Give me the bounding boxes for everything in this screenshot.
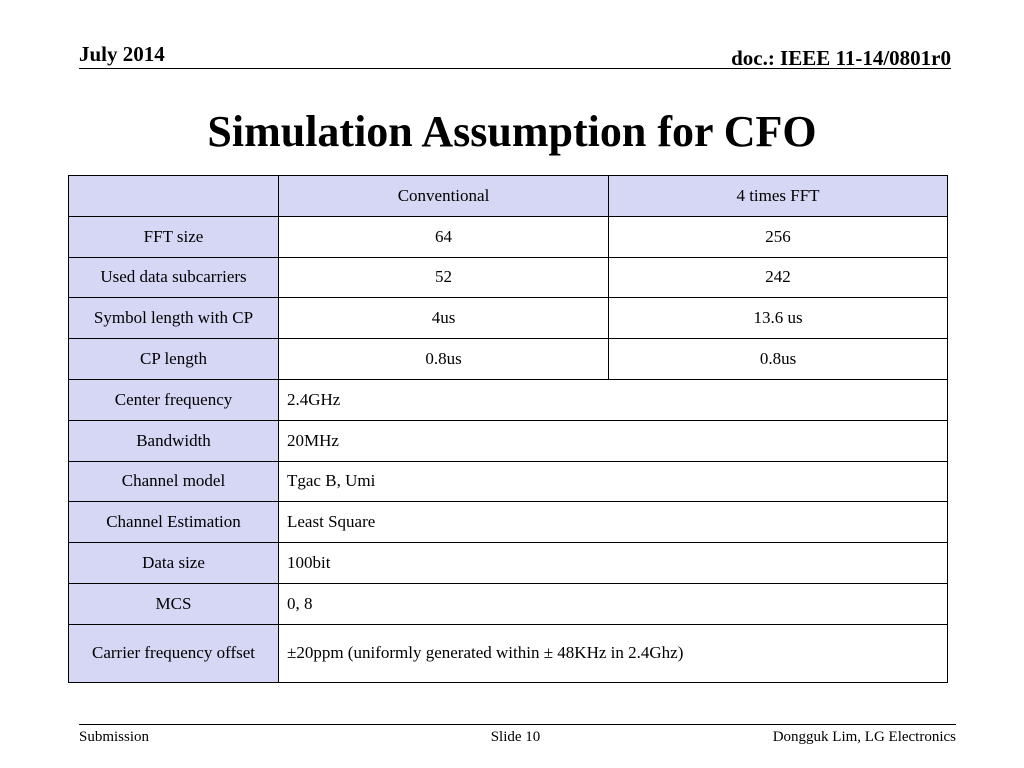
cell-common-value: 0, 8 bbox=[278, 582, 948, 625]
table-row: MCS 0, 8 bbox=[68, 582, 948, 625]
row-label: Bandwidth bbox=[68, 419, 279, 462]
table-header-row: Conventional 4 times FFT bbox=[68, 175, 948, 217]
table-row: FFT size 64 256 bbox=[68, 215, 948, 258]
table-row: Channel model Tgac B, Umi bbox=[68, 460, 948, 503]
cell-conventional: 52 bbox=[278, 256, 609, 299]
simulation-assumption-table: Conventional 4 times FFT FFT size 64 256… bbox=[68, 175, 948, 683]
footer-slide-number: Slide 10 bbox=[490, 729, 541, 745]
table-row: Channel Estimation Least Square bbox=[68, 501, 948, 544]
cell-4x-fft: 0.8us bbox=[608, 338, 948, 380]
cell-common-value: Least Square bbox=[278, 501, 948, 544]
table-row: Data size 100bit bbox=[68, 542, 948, 584]
cell-4x-fft: 256 bbox=[608, 215, 948, 258]
footer-divider bbox=[79, 724, 956, 725]
cell-common-value: 2.4GHz bbox=[278, 378, 948, 421]
row-label: Channel Estimation bbox=[68, 501, 279, 544]
column-header-4x-fft: 4 times FFT bbox=[608, 175, 948, 217]
header-divider bbox=[79, 68, 951, 69]
row-label: Channel model bbox=[68, 460, 279, 503]
cell-conventional: 4us bbox=[278, 297, 609, 340]
row-label: MCS bbox=[68, 582, 279, 625]
cell-conventional: 64 bbox=[278, 215, 609, 258]
cell-4x-fft: 242 bbox=[608, 256, 948, 299]
cell-common-value: 100bit bbox=[278, 542, 948, 584]
table-row: Bandwidth 20MHz bbox=[68, 419, 948, 462]
column-header-conventional: Conventional bbox=[278, 175, 609, 217]
table-row: CP length 0.8us 0.8us bbox=[68, 338, 948, 380]
footer-author: Dongguk Lim, LG Electronics bbox=[772, 729, 956, 745]
row-label: Used data subcarriers bbox=[68, 256, 279, 299]
table-row: Center frequency 2.4GHz bbox=[68, 378, 948, 421]
row-label: CP length bbox=[68, 338, 279, 380]
cell-common-value: 20MHz bbox=[278, 419, 948, 462]
cell-common-value: ±20ppm (uniformly generated within ± 48K… bbox=[278, 623, 948, 683]
slide-title: Simulation Assumption for CFO bbox=[207, 107, 817, 156]
footer-submission: Submission bbox=[79, 729, 150, 745]
table-row: Carrier frequency offset ±20ppm (uniform… bbox=[68, 623, 948, 683]
cell-common-value: Tgac B, Umi bbox=[278, 460, 948, 503]
table-row: Symbol length with CP 4us 13.6 us bbox=[68, 297, 948, 340]
row-label: Center frequency bbox=[68, 378, 279, 421]
row-label: Carrier frequency offset bbox=[68, 623, 279, 683]
row-label: Data size bbox=[68, 542, 279, 584]
row-label: Symbol length with CP bbox=[68, 297, 279, 340]
header-date: July 2014 bbox=[79, 42, 165, 66]
column-header-blank bbox=[68, 175, 279, 217]
cell-conventional: 0.8us bbox=[278, 338, 609, 380]
row-label: FFT size bbox=[68, 215, 279, 258]
header-doc-id: doc.: IEEE 11-14/0801r0 bbox=[731, 46, 951, 70]
table-row: Used data subcarriers 52 242 bbox=[68, 256, 948, 299]
cell-4x-fft: 13.6 us bbox=[608, 297, 948, 340]
